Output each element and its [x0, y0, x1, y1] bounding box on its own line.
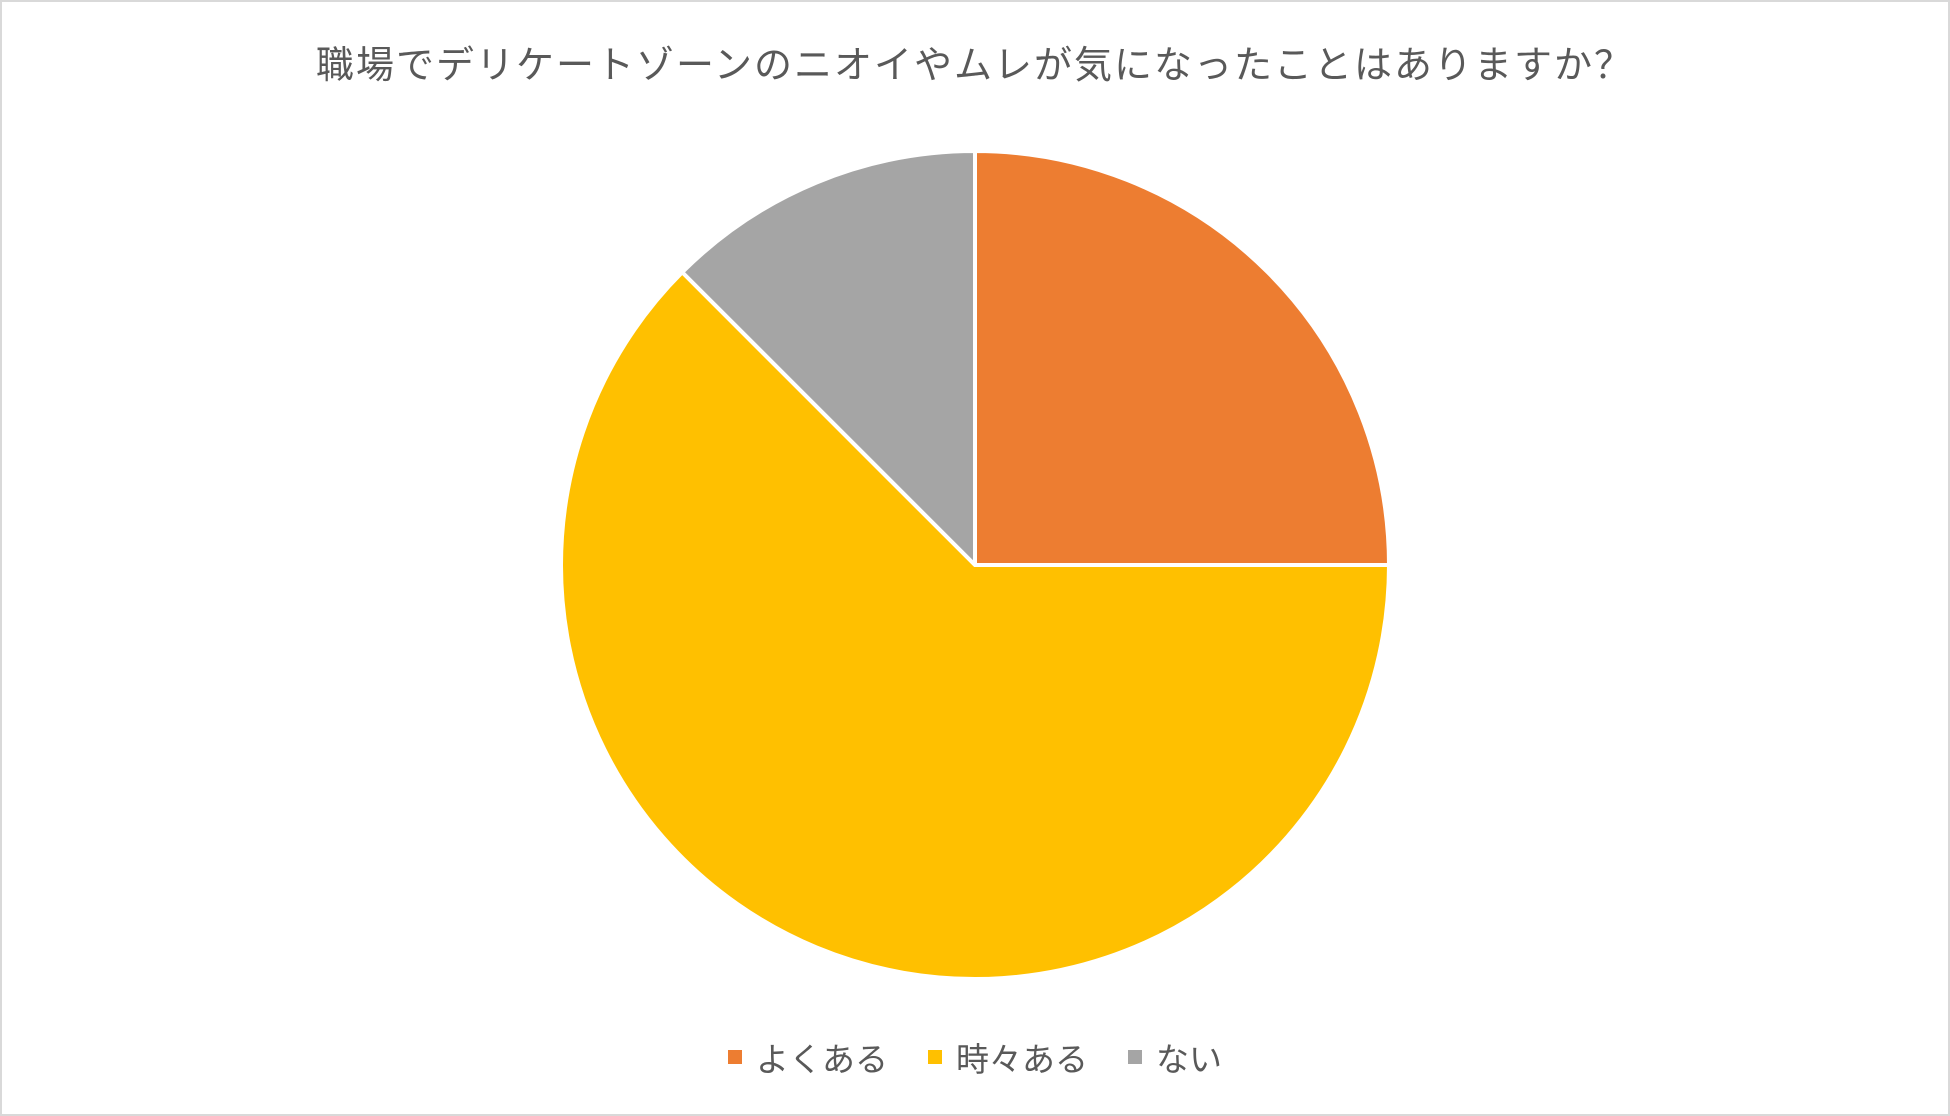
legend-item-often: よくある [728, 1033, 888, 1081]
legend-label-sometimes: 時々ある [956, 1040, 1088, 1079]
legend-swatch-sometimes [928, 1050, 942, 1064]
legend-swatch-often [728, 1050, 742, 1064]
legend-label-never: ない [1156, 1040, 1222, 1079]
pie-slice-never [680, 149, 977, 567]
pie-slice-often [973, 149, 1391, 567]
legend: よくある 時々ある ない [0, 1033, 1950, 1081]
legend-item-sometimes: 時々ある [928, 1033, 1088, 1081]
legend-label-often: よくある [756, 1040, 888, 1079]
legend-swatch-never [1128, 1050, 1142, 1064]
legend-item-never: ない [1128, 1033, 1222, 1081]
chart-title: 職場でデリケートゾーンのニオイやムレが気になったことはありますか？ [315, 43, 1635, 87]
pie-slice-sometimes [559, 270, 1391, 981]
